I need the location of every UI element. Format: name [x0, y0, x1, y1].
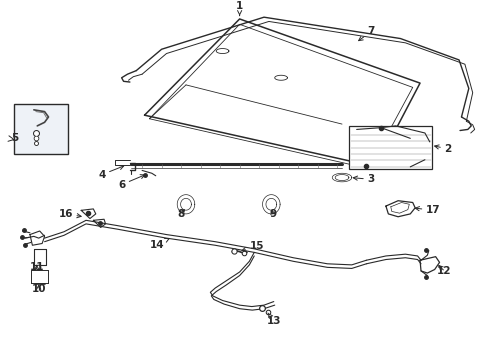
- Text: 8: 8: [177, 209, 184, 219]
- Text: 14: 14: [149, 238, 169, 249]
- Text: 12: 12: [436, 266, 451, 276]
- Text: 3: 3: [352, 174, 374, 184]
- Text: 6: 6: [118, 175, 144, 190]
- Text: 2: 2: [434, 144, 451, 154]
- Text: 15: 15: [242, 241, 264, 251]
- Text: 11: 11: [29, 262, 44, 273]
- Text: 13: 13: [266, 313, 281, 326]
- Bar: [348, 126, 431, 168]
- Text: 9: 9: [269, 209, 276, 219]
- Text: 1: 1: [236, 1, 243, 15]
- Bar: [14, 104, 68, 154]
- Text: 10: 10: [31, 284, 46, 294]
- Text: 16: 16: [58, 209, 81, 219]
- Text: 7: 7: [358, 26, 374, 41]
- Text: 5: 5: [11, 133, 19, 143]
- Text: 4: 4: [98, 166, 123, 180]
- Text: 17: 17: [414, 205, 440, 215]
